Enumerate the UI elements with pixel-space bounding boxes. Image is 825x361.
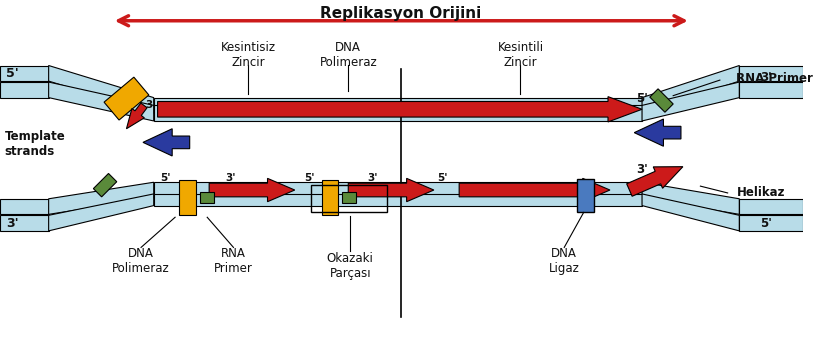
Polygon shape bbox=[153, 105, 642, 121]
Polygon shape bbox=[49, 182, 153, 214]
Text: RNA Primer: RNA Primer bbox=[737, 71, 813, 85]
Text: Okazaki
Parçası: Okazaki Parçası bbox=[327, 252, 374, 280]
Polygon shape bbox=[49, 82, 153, 121]
Polygon shape bbox=[460, 178, 610, 202]
Polygon shape bbox=[200, 192, 214, 203]
Polygon shape bbox=[739, 215, 803, 231]
Polygon shape bbox=[158, 97, 642, 122]
Text: Helikaz: Helikaz bbox=[737, 186, 785, 199]
Text: 5': 5' bbox=[6, 67, 19, 80]
Polygon shape bbox=[642, 65, 739, 113]
Polygon shape bbox=[739, 82, 803, 97]
Polygon shape bbox=[642, 182, 739, 214]
Polygon shape bbox=[49, 194, 153, 231]
Polygon shape bbox=[348, 178, 434, 202]
Polygon shape bbox=[0, 65, 49, 81]
Text: Kesintili
Zincir: Kesintili Zincir bbox=[497, 41, 544, 69]
Text: 3': 3' bbox=[367, 173, 378, 183]
Text: Kesintisiz
Zincir: Kesintisiz Zincir bbox=[220, 41, 276, 69]
Polygon shape bbox=[104, 77, 148, 120]
Text: RNA
Primer: RNA Primer bbox=[214, 247, 253, 275]
Polygon shape bbox=[0, 199, 49, 214]
Polygon shape bbox=[739, 199, 803, 214]
Polygon shape bbox=[126, 103, 147, 129]
Polygon shape bbox=[322, 180, 338, 215]
Polygon shape bbox=[210, 178, 295, 202]
Bar bbox=[311, 185, 387, 212]
Text: 5': 5' bbox=[304, 173, 314, 183]
Text: 3': 3' bbox=[225, 173, 236, 183]
Polygon shape bbox=[153, 182, 642, 198]
Polygon shape bbox=[153, 97, 642, 113]
Text: DNA
Polimeraz: DNA Polimeraz bbox=[112, 247, 170, 275]
Polygon shape bbox=[650, 89, 673, 112]
Text: 3': 3' bbox=[636, 163, 648, 176]
Polygon shape bbox=[153, 194, 642, 206]
Text: 5': 5' bbox=[636, 92, 648, 105]
Polygon shape bbox=[180, 180, 196, 215]
Text: 3': 3' bbox=[145, 100, 156, 110]
Polygon shape bbox=[93, 174, 117, 197]
Polygon shape bbox=[642, 82, 739, 121]
Polygon shape bbox=[342, 192, 356, 203]
Text: 5': 5' bbox=[437, 173, 448, 183]
Polygon shape bbox=[627, 167, 683, 196]
Polygon shape bbox=[143, 129, 190, 156]
Text: 3': 3' bbox=[6, 217, 18, 230]
Polygon shape bbox=[0, 82, 49, 97]
Bar bbox=[577, 179, 594, 212]
Polygon shape bbox=[739, 65, 803, 81]
Text: 5': 5' bbox=[160, 173, 171, 183]
Text: Replikasyon Orijini: Replikasyon Orijini bbox=[320, 6, 482, 21]
Text: DNA
Polimeraz: DNA Polimeraz bbox=[319, 41, 377, 69]
Polygon shape bbox=[634, 119, 681, 146]
Polygon shape bbox=[0, 215, 49, 231]
Text: DNA
Ligaz: DNA Ligaz bbox=[549, 247, 580, 275]
Text: 5': 5' bbox=[760, 217, 771, 230]
Text: 3': 3' bbox=[760, 71, 771, 84]
Polygon shape bbox=[642, 194, 739, 231]
Text: Template
strands: Template strands bbox=[5, 130, 66, 158]
Polygon shape bbox=[49, 65, 153, 113]
